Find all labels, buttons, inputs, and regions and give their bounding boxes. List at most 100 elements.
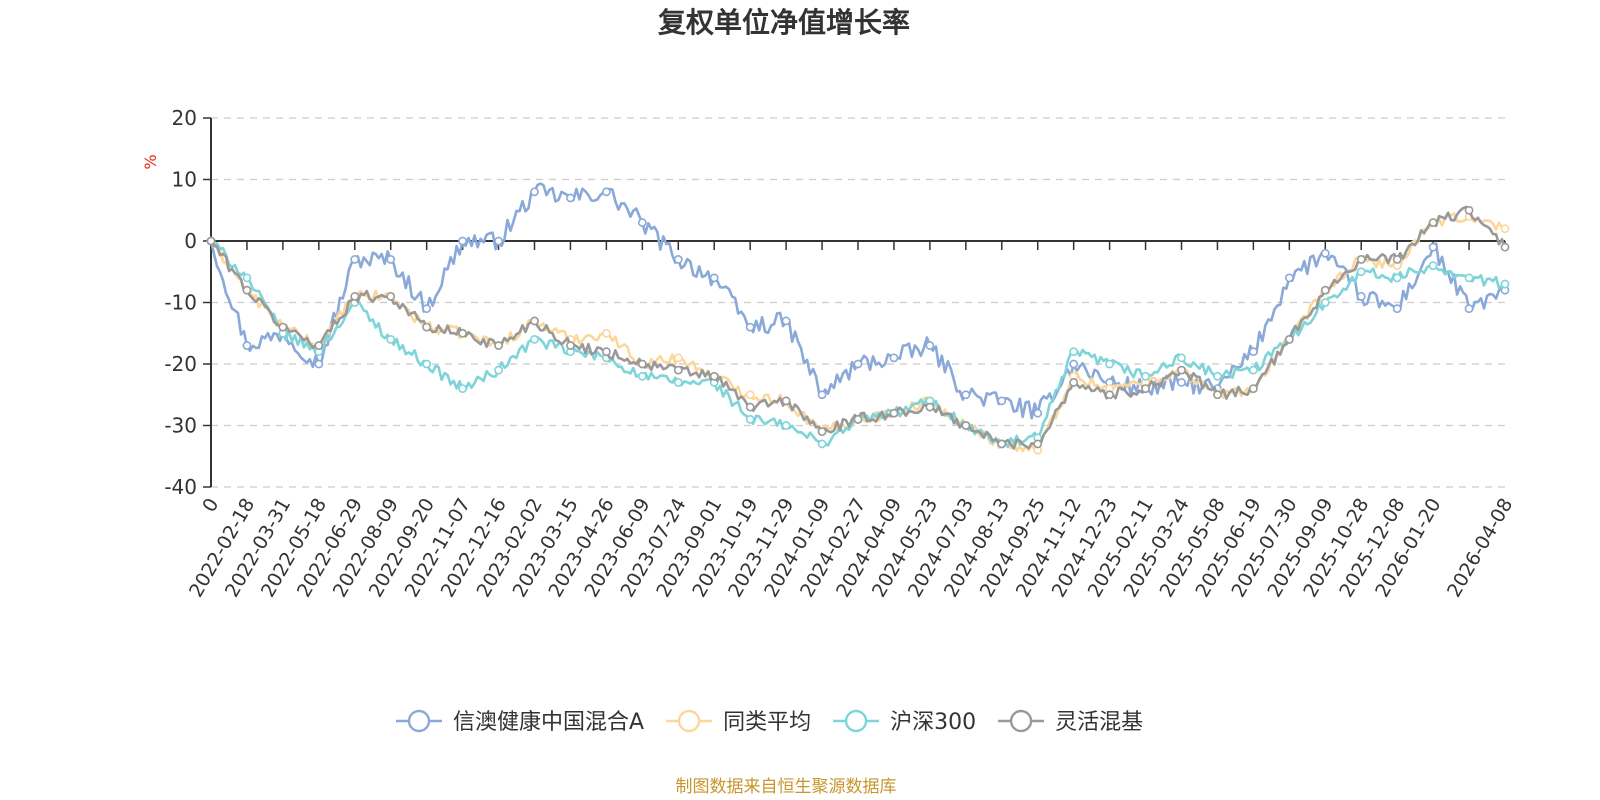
series-3-point bbox=[386, 291, 396, 301]
series-0-point bbox=[242, 341, 252, 350]
series-3-point bbox=[637, 359, 647, 369]
series-3-point bbox=[458, 328, 468, 338]
series-0-point bbox=[1248, 347, 1258, 357]
y-tick-label: 0 bbox=[184, 229, 197, 253]
series-2-point bbox=[745, 414, 755, 424]
series-lines bbox=[206, 182, 1510, 455]
series-2-point bbox=[1356, 267, 1366, 277]
series-0-point bbox=[817, 390, 827, 400]
series-0-point bbox=[422, 304, 432, 314]
series-3-point bbox=[1213, 390, 1222, 400]
series-2-point bbox=[1069, 347, 1079, 357]
series-3-point bbox=[242, 285, 252, 295]
series-0-point bbox=[386, 255, 396, 264]
series-0-point bbox=[673, 255, 683, 264]
legend-item-0[interactable]: 信澳健康中国混合A bbox=[396, 709, 644, 735]
series-3-point bbox=[781, 396, 791, 406]
series-0-point bbox=[1177, 378, 1186, 387]
series-1-point bbox=[1500, 224, 1510, 234]
series-3-point bbox=[997, 439, 1007, 449]
y-tick-label: -20 bbox=[164, 352, 197, 376]
series-3-point bbox=[673, 365, 683, 375]
series-2-point bbox=[494, 365, 503, 375]
series-2-point bbox=[1213, 371, 1222, 381]
legend-item-1[interactable]: 同类平均 bbox=[666, 709, 811, 735]
series-0-point bbox=[458, 236, 468, 246]
series-0-point bbox=[889, 353, 899, 363]
series-3-point bbox=[889, 408, 899, 418]
y-axis-label: % bbox=[141, 154, 160, 169]
legend-item-3[interactable]: 灵活混基 bbox=[998, 709, 1143, 735]
series-2-point bbox=[386, 334, 396, 344]
grid bbox=[211, 117, 1505, 488]
series-3-point bbox=[1033, 439, 1043, 449]
series-3-point bbox=[1356, 255, 1366, 264]
series-2-point bbox=[242, 273, 252, 283]
series-3-point bbox=[817, 427, 827, 437]
series-0-point bbox=[1428, 242, 1438, 252]
legend-marker-icon bbox=[1009, 709, 1033, 733]
series-3-point bbox=[1284, 334, 1294, 344]
series-3-point bbox=[1069, 378, 1079, 387]
series-3-point bbox=[1177, 365, 1186, 375]
series-2-point bbox=[1320, 298, 1330, 307]
series-0-point bbox=[637, 218, 647, 227]
y-tick-label: -10 bbox=[164, 291, 197, 315]
series-0-point bbox=[1033, 408, 1043, 418]
series-0-point bbox=[961, 390, 971, 400]
series-3-point bbox=[853, 414, 863, 424]
series-3-point bbox=[925, 402, 935, 412]
y-tick-label: -30 bbox=[164, 414, 197, 438]
legend-marker-icon bbox=[844, 709, 868, 733]
series-0-point bbox=[925, 341, 935, 350]
series-3-point bbox=[422, 322, 432, 332]
data-source-note: 制图数据来自恒生聚源数据库 bbox=[676, 777, 897, 797]
legend-label: 同类平均 bbox=[723, 710, 811, 735]
y-tick-label: -40 bbox=[164, 475, 197, 499]
legend[interactable]: 信澳健康中国混合A 同类平均 沪深300 灵活混基 bbox=[396, 709, 1143, 735]
series-0-point bbox=[350, 255, 360, 264]
series-2-point bbox=[781, 421, 791, 430]
series-3-point bbox=[1105, 390, 1115, 400]
series-0-point bbox=[1392, 304, 1402, 314]
series-0-point bbox=[781, 316, 791, 326]
series-1-point bbox=[601, 328, 611, 338]
series-3-point bbox=[1392, 255, 1402, 264]
series-3-point bbox=[1500, 242, 1510, 252]
series-3-point bbox=[206, 236, 216, 246]
series-3-point bbox=[1428, 218, 1438, 227]
series-3-point bbox=[961, 421, 971, 430]
x-tick-label: 0 bbox=[198, 495, 223, 516]
series-0-point bbox=[566, 193, 575, 203]
series-2-point bbox=[1105, 359, 1115, 369]
axes: 20100-10-20-30-4002022-02-182022-03-3120… bbox=[164, 106, 1517, 601]
series-2-point bbox=[422, 359, 432, 369]
series-3-point bbox=[494, 341, 503, 350]
series-3-point bbox=[745, 402, 755, 412]
x-tick-label: 2026-04-08 bbox=[1443, 495, 1517, 602]
series-3-point bbox=[530, 316, 539, 326]
series-3-point bbox=[1248, 384, 1258, 393]
series-2-point bbox=[1248, 365, 1258, 375]
series-2-point bbox=[1392, 273, 1402, 283]
series-0-point bbox=[1464, 304, 1474, 314]
series-2-point bbox=[1177, 353, 1186, 363]
series-2-point bbox=[1500, 279, 1510, 289]
series-3-point bbox=[1464, 205, 1474, 215]
series-2-point bbox=[458, 384, 468, 393]
legend-item-2[interactable]: 沪深300 bbox=[833, 709, 976, 735]
series-0-point bbox=[1320, 248, 1330, 258]
series-2-point bbox=[673, 378, 683, 387]
series-2-point bbox=[1464, 273, 1474, 283]
series-3-point bbox=[350, 291, 360, 301]
series-3-point bbox=[566, 341, 575, 350]
series-0-point bbox=[530, 187, 539, 197]
series-1-point bbox=[673, 353, 683, 363]
series-2-point bbox=[1428, 261, 1438, 270]
series-1-point bbox=[745, 390, 755, 400]
chart-title: 复权单位净值增长率 bbox=[658, 6, 910, 39]
series-2-point bbox=[817, 439, 827, 449]
legend-label: 沪深300 bbox=[890, 710, 976, 735]
legend-label: 灵活混基 bbox=[1055, 710, 1143, 735]
y-tick-label: 10 bbox=[172, 168, 197, 192]
